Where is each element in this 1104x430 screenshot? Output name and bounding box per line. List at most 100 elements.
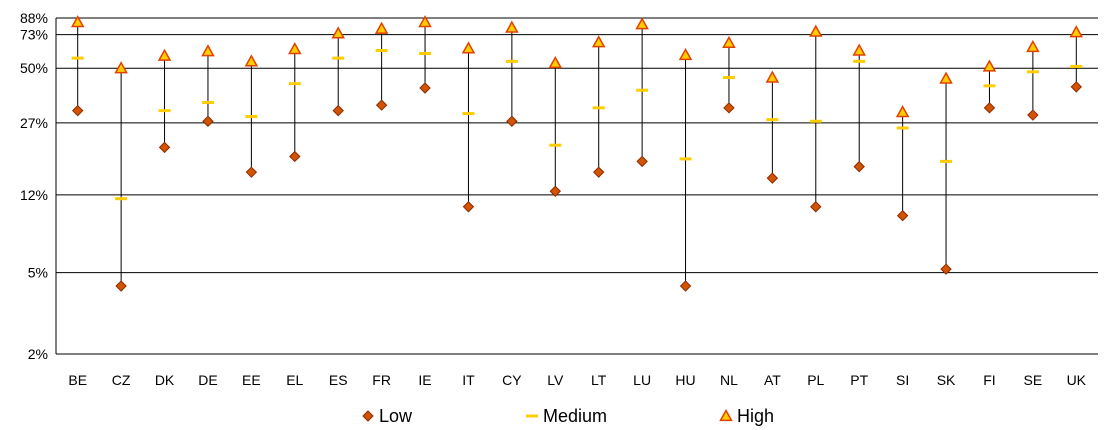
medium-point [809, 119, 822, 123]
x-tick-label: LV [547, 372, 564, 388]
low-point [289, 150, 301, 163]
x-tick-label: AT [764, 372, 781, 388]
x-tick-label: HU [675, 372, 695, 388]
legend-label: Medium [543, 406, 607, 426]
data-markers [70, 15, 1084, 292]
x-tick-label: DK [155, 372, 175, 388]
low-point [202, 115, 214, 127]
medium-point [1070, 64, 1083, 68]
x-tick-label: IE [418, 372, 431, 388]
x-tick-label: PL [807, 372, 824, 388]
medium-point [288, 82, 301, 86]
high-point [374, 21, 389, 34]
low-point [896, 209, 909, 222]
medium-point [679, 157, 692, 161]
medium-point [896, 126, 909, 130]
medium-point [549, 143, 562, 147]
medium-point [983, 84, 996, 88]
high-point [982, 59, 997, 72]
low-point [332, 104, 344, 117]
low-point [679, 280, 692, 292]
y-axis: 2% 5% 12% 27% 50% 73%88% [20, 10, 57, 362]
medium-point [375, 49, 388, 53]
low-point [419, 82, 431, 94]
medium-point [71, 56, 84, 60]
x-tick-label: BE [68, 372, 87, 388]
low-point [636, 155, 648, 168]
medium-point [766, 118, 779, 122]
medium-point [419, 51, 432, 55]
low-point [983, 102, 996, 114]
medium-point [245, 115, 258, 119]
high-point [678, 47, 693, 61]
x-tick-label: FI [983, 372, 995, 388]
low-point [72, 104, 84, 117]
high-point [591, 35, 606, 48]
high-point [288, 42, 302, 55]
y-tick-label: 27% [20, 115, 48, 131]
high-point [765, 70, 780, 83]
legend-label: High [737, 406, 774, 426]
low-point [549, 185, 561, 197]
low-point [158, 141, 171, 154]
low-point [810, 201, 822, 213]
medium-point [115, 197, 128, 201]
x-tick-label: NL [720, 372, 738, 388]
x-tick-label: LT [591, 372, 607, 388]
medium-point [592, 106, 605, 110]
low-point [115, 280, 127, 292]
x-tick-label: SI [896, 372, 909, 388]
low-point [1027, 109, 1039, 121]
high-point [1069, 25, 1084, 38]
medium-point [1026, 70, 1039, 74]
x-axis: BE CZ DK DE EE EL ES FR IE IT CY LV LT LU HU NL AT PL PT SI… [56, 353, 1098, 388]
high-point [244, 54, 259, 67]
x-tick-label: IT [462, 372, 475, 388]
medium-point [158, 109, 171, 113]
high-point [852, 43, 866, 56]
low-point [593, 166, 605, 178]
legend-label: Low [379, 406, 413, 426]
low-point [766, 172, 779, 184]
high-point [70, 15, 85, 28]
medium-point [636, 88, 649, 92]
high-point [1026, 39, 1040, 53]
high-point [331, 26, 345, 39]
high-point [418, 15, 432, 28]
medium-point [332, 56, 345, 60]
x-tick-label: CY [502, 372, 522, 388]
x-tick-label: EE [242, 372, 261, 388]
low-point [1070, 81, 1082, 93]
medium-point [201, 100, 214, 104]
high-point [505, 20, 519, 33]
x-tick-label: FR [372, 372, 391, 388]
x-tick-label: SE [1024, 372, 1043, 388]
range-lines [77, 22, 1077, 287]
high-point [114, 61, 128, 74]
low-point [723, 102, 735, 114]
y-tick-label: 2% [28, 346, 48, 362]
x-tick-label: DE [198, 372, 217, 388]
x-tick-label: ES [329, 372, 348, 388]
low-point [506, 115, 518, 127]
gridlines [56, 17, 1098, 355]
low-point [940, 263, 952, 275]
medium-point [505, 59, 518, 63]
legend-low-marker [362, 410, 374, 422]
high-point [548, 55, 563, 69]
high-point [635, 17, 649, 30]
x-tick-label: SK [937, 372, 956, 388]
y-tick-label: 5% [28, 265, 48, 281]
y-tick-label: 73% [20, 27, 48, 43]
low-point [245, 166, 258, 178]
medium-point [462, 112, 475, 116]
high-point [157, 48, 172, 61]
x-tick-label: LU [633, 372, 651, 388]
legend-medium-marker [526, 414, 538, 418]
high-point [461, 41, 476, 54]
y-tick-label: 88% [20, 10, 48, 26]
low-point [462, 201, 475, 213]
low-point [375, 99, 388, 111]
high-point [939, 71, 953, 84]
